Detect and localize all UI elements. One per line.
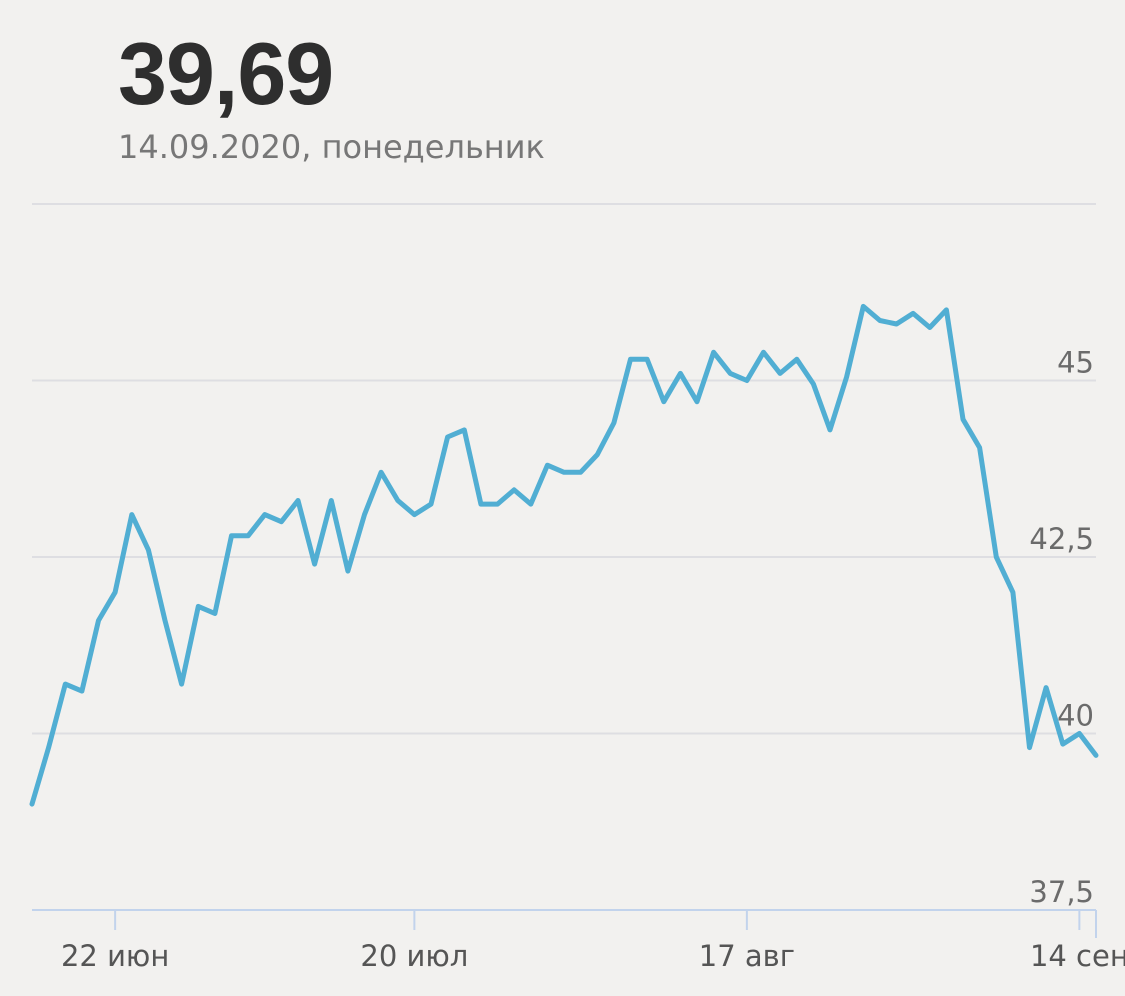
- data-point[interactable]: [126, 509, 138, 521]
- data-point[interactable]: [226, 530, 238, 542]
- data-point[interactable]: [142, 544, 154, 556]
- data-point[interactable]: [242, 530, 254, 542]
- data-point[interactable]: [957, 413, 969, 425]
- data-point[interactable]: [891, 318, 903, 330]
- data-point[interactable]: [475, 498, 487, 510]
- data-point[interactable]: [1040, 682, 1052, 694]
- data-point[interactable]: [259, 509, 271, 521]
- data-point[interactable]: [109, 586, 121, 598]
- data-point[interactable]: [724, 367, 736, 379]
- data-point[interactable]: [159, 615, 171, 627]
- data-point[interactable]: [342, 565, 354, 577]
- y-tick-label: 37,5: [1029, 875, 1094, 909]
- data-point[interactable]: [408, 509, 420, 521]
- x-axis: 22 июн 20 июл 17 авг 14 сен: [32, 909, 1125, 973]
- data-point[interactable]: [575, 466, 587, 478]
- quote-header: 39,69 14.09.2020, понедельник: [118, 24, 545, 167]
- data-point[interactable]: [192, 600, 204, 612]
- data-point[interactable]: [43, 742, 55, 754]
- data-point[interactable]: [209, 607, 221, 619]
- data-point[interactable]: [442, 431, 454, 443]
- x-tick-label: 17 авг: [699, 939, 795, 973]
- data-point[interactable]: [508, 484, 520, 496]
- data-point[interactable]: [824, 424, 836, 436]
- data-point[interactable]: [176, 678, 188, 690]
- data-point[interactable]: [791, 353, 803, 365]
- data-point[interactable]: [974, 442, 986, 454]
- data-point[interactable]: [525, 498, 537, 510]
- data-point[interactable]: [691, 396, 703, 408]
- data-point[interactable]: [641, 353, 653, 365]
- data-point[interactable]: [1057, 738, 1069, 750]
- data-point[interactable]: [541, 459, 553, 471]
- current-date: 14.09.2020, понедельник: [118, 128, 545, 166]
- data-point[interactable]: [325, 495, 337, 507]
- data-point[interactable]: [1090, 749, 1102, 761]
- data-point[interactable]: [774, 367, 786, 379]
- gridlines: [32, 203, 1096, 735]
- x-tick-label: 20 июл: [360, 939, 468, 973]
- data-point[interactable]: [392, 495, 404, 507]
- data-point[interactable]: [758, 346, 770, 358]
- data-point[interactable]: [608, 417, 620, 429]
- current-value: 39,69: [118, 24, 334, 123]
- data-point[interactable]: [1073, 728, 1085, 740]
- data-point[interactable]: [1024, 742, 1036, 754]
- data-point[interactable]: [924, 322, 936, 334]
- data-point[interactable]: [292, 495, 304, 507]
- data-point[interactable]: [940, 304, 952, 316]
- data-point[interactable]: [309, 558, 321, 570]
- data-point[interactable]: [741, 375, 753, 387]
- y-tick-label: 40: [1057, 699, 1094, 733]
- data-point[interactable]: [841, 371, 853, 383]
- y-tick-label: 42,5: [1029, 522, 1094, 556]
- series-layer: [26, 300, 1102, 810]
- data-point[interactable]: [874, 314, 886, 326]
- data-point[interactable]: [59, 678, 71, 690]
- data-point[interactable]: [425, 498, 437, 510]
- data-point[interactable]: [359, 509, 371, 521]
- series-line: [29, 303, 1099, 807]
- data-point[interactable]: [93, 615, 105, 627]
- data-point[interactable]: [990, 551, 1002, 563]
- data-point[interactable]: [1007, 586, 1019, 598]
- x-tick-label: 22 июн: [61, 939, 169, 973]
- data-point[interactable]: [674, 367, 686, 379]
- data-point[interactable]: [26, 798, 38, 810]
- x-tick-label: 14 сен: [1030, 939, 1125, 973]
- data-point[interactable]: [807, 378, 819, 390]
- data-point[interactable]: [76, 685, 88, 697]
- data-point[interactable]: [658, 396, 670, 408]
- y-axis-labels: 37,5 40 42,5 45: [1029, 346, 1094, 910]
- data-point[interactable]: [857, 300, 869, 312]
- data-point[interactable]: [625, 353, 637, 365]
- data-point[interactable]: [458, 424, 470, 436]
- data-point[interactable]: [375, 466, 387, 478]
- data-point[interactable]: [708, 346, 720, 358]
- y-tick-label: 45: [1057, 346, 1094, 380]
- data-point[interactable]: [492, 498, 504, 510]
- data-point[interactable]: [275, 516, 287, 528]
- data-point[interactable]: [907, 307, 919, 319]
- data-point[interactable]: [558, 466, 570, 478]
- data-point[interactable]: [591, 449, 603, 461]
